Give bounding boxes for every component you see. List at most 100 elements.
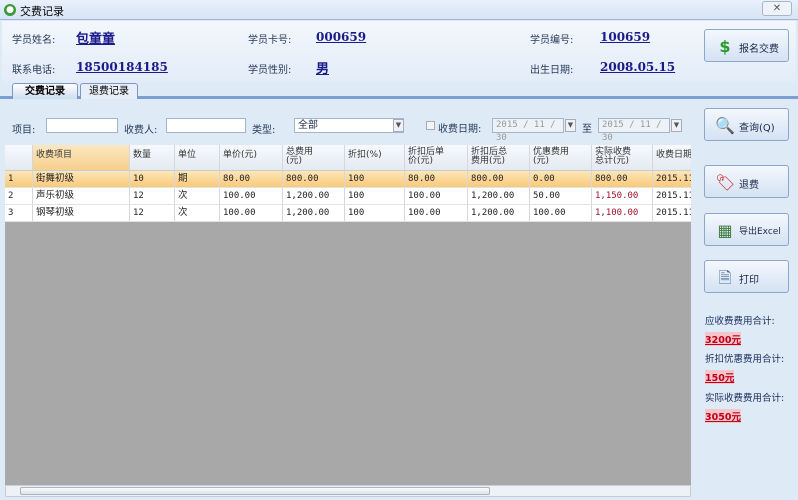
header-corner xyxy=(5,145,33,170)
chevron-down-icon[interactable]: ▼ xyxy=(393,119,404,132)
table-cell: 1,100.00 xyxy=(592,205,653,221)
enroll-pay-button[interactable]: $ 报名交费 xyxy=(704,29,789,62)
column-header[interactable]: 收费日期 xyxy=(653,145,691,170)
payee-label: 收费人: xyxy=(124,125,158,136)
table-cell: 800.00 xyxy=(468,171,530,187)
spreadsheet-icon: ▦ xyxy=(717,221,733,240)
table-cell: 1,200.00 xyxy=(468,188,530,204)
table-cell: 1,150.00 xyxy=(592,188,653,204)
table-cell: 800.00 xyxy=(283,171,345,187)
print-preview-icon: 🗎 xyxy=(718,268,732,287)
table-row[interactable]: 3 钢琴初级 12 次 100.00 1,200.00 100 100.00 1,200.00 1… xyxy=(5,205,691,222)
payee-input[interactable] xyxy=(166,118,246,133)
table-cell: 50.00 xyxy=(530,188,592,204)
item-label: 项目: xyxy=(12,125,36,136)
column-header-text: 收费项目 xyxy=(36,150,73,160)
table-cell: 100.00 xyxy=(220,188,283,204)
tab-refund-records[interactable]: 退费记录 xyxy=(80,83,138,99)
table-cell: 100.00 xyxy=(530,205,592,221)
chevron-down-icon[interactable]: ▼ xyxy=(565,119,576,132)
column-header-text: 折扣(%) xyxy=(348,150,382,160)
student-birth[interactable]: 2008.05.15 xyxy=(600,60,676,74)
date-to-input[interactable]: 2015 / 11 / 30 xyxy=(598,118,670,143)
search-icon: 🔍 xyxy=(715,116,735,135)
table-cell: 1,200.00 xyxy=(283,205,345,221)
student-phone[interactable]: 18500184185 xyxy=(76,60,168,74)
table-row[interactable]: 1 街舞初级 10 期 80.00 800.00 100 80.00 800.00 0.00 800… xyxy=(5,171,691,188)
tab-bar: 交费记录 退费记录 xyxy=(0,83,798,99)
table-cell: 1,200.00 xyxy=(283,188,345,204)
date-from-input[interactable]: 2015 / 11 / 30 xyxy=(492,118,564,143)
actual-total-label: 实际收费费用合计: xyxy=(705,393,785,404)
column-header-text: 价(元) xyxy=(408,156,434,166)
table-cell: 100.00 xyxy=(220,205,283,221)
column-header[interactable]: 数量 xyxy=(130,145,175,170)
horizontal-scrollbar[interactable] xyxy=(5,485,691,497)
due-total-value: 3200元 xyxy=(705,332,741,346)
column-header[interactable]: 单价(元) xyxy=(220,145,283,170)
column-header-text: 折扣后单 xyxy=(408,147,445,157)
item-input[interactable] xyxy=(46,118,118,133)
gender-label: 学员性别: xyxy=(248,65,292,76)
print-button[interactable]: 🗎 打印 xyxy=(704,260,789,293)
row-number: 2 xyxy=(5,188,33,204)
chevron-down-icon[interactable]: ▼ xyxy=(671,119,682,132)
table-cell: 100 xyxy=(345,171,405,187)
dollar-icon: $ xyxy=(719,37,731,56)
column-header[interactable]: 收费项目 xyxy=(33,145,130,170)
table-cell: 800.00 xyxy=(592,171,653,187)
close-icon: ✕ xyxy=(772,3,782,14)
actual-total-value: 3050元 xyxy=(705,409,741,423)
table-cell: 100.00 xyxy=(405,188,468,204)
column-header-text: 总计(元) xyxy=(595,156,630,166)
column-header-text: 折扣后总 xyxy=(471,147,508,157)
date-checkbox[interactable] xyxy=(426,121,435,130)
column-header[interactable]: 实际收费 总计(元) xyxy=(592,145,653,170)
table-row[interactable]: 2 声乐初级 12 次 100.00 1,200.00 100 100.00 1,200.00 5… xyxy=(5,188,691,205)
table-cell: 次 xyxy=(175,188,220,204)
column-header[interactable]: 总费用(元) xyxy=(283,145,345,170)
type-select[interactable]: 全部 xyxy=(294,118,404,133)
column-header[interactable]: 折扣后单 价(元) xyxy=(405,145,468,170)
scrollbar-thumb[interactable] xyxy=(20,487,490,495)
tab-payment-records[interactable]: 交费记录 xyxy=(12,83,78,99)
table-cell: 10 xyxy=(130,171,175,187)
table-cell: 0.00 xyxy=(530,171,592,187)
table-cell: 2015.11. xyxy=(653,171,691,187)
close-button[interactable]: ✕ xyxy=(762,1,792,16)
column-header-text: 单位 xyxy=(178,150,197,160)
table-cell: 声乐初级 xyxy=(33,188,130,204)
student-card[interactable]: 000659 xyxy=(316,30,367,44)
table-cell: 钢琴初级 xyxy=(33,205,130,221)
type-label: 类型: xyxy=(252,125,276,136)
export-excel-button[interactable]: ▦ 导出Excel xyxy=(704,213,789,246)
refund-button[interactable]: 🏷 退费 xyxy=(704,165,789,198)
phone-label: 联系电话: xyxy=(12,65,56,76)
table-cell: 2015.11. xyxy=(653,205,691,221)
birth-label: 出生日期: xyxy=(530,65,574,76)
column-header-text: 实际收费 xyxy=(595,147,632,157)
table-cell: 期 xyxy=(175,171,220,187)
table-cell: 2015.11. xyxy=(653,188,691,204)
student-gender[interactable]: 男 xyxy=(316,62,330,77)
table-header: 收费项目 数量 单位 单价(元) 总费用(元) 折扣(%) 折扣后单 价(元) 折扣后总 费用(元… xyxy=(5,145,691,171)
column-header-text: 单价(元) xyxy=(223,150,258,160)
app-icon: ● xyxy=(4,4,16,16)
table-cell: 次 xyxy=(175,205,220,221)
table-cell: 80.00 xyxy=(405,171,468,187)
student-id[interactable]: 100659 xyxy=(600,30,651,44)
column-header[interactable]: 单位 xyxy=(175,145,220,170)
column-header-text: 数量 xyxy=(133,150,152,160)
table-cell: 12 xyxy=(130,188,175,204)
query-button[interactable]: 🔍 查询(Q) xyxy=(704,108,789,141)
student-name[interactable]: 包童童 xyxy=(76,32,116,47)
student-info-panel xyxy=(2,21,796,83)
column-header[interactable]: 折扣后总 费用(元) xyxy=(468,145,530,170)
id-label: 学员编号: xyxy=(530,35,574,46)
table-cell: 街舞初级 xyxy=(33,171,130,187)
column-header-text: 优惠费用(元) xyxy=(533,147,570,166)
column-header[interactable]: 折扣(%) xyxy=(345,145,405,170)
date-label: 收费日期: xyxy=(438,124,482,135)
column-header[interactable]: 优惠费用(元) xyxy=(530,145,592,170)
payment-table: 收费项目 数量 单位 单价(元) 总费用(元) 折扣(%) 折扣后单 价(元) 折扣后总 费用(元… xyxy=(5,145,691,485)
